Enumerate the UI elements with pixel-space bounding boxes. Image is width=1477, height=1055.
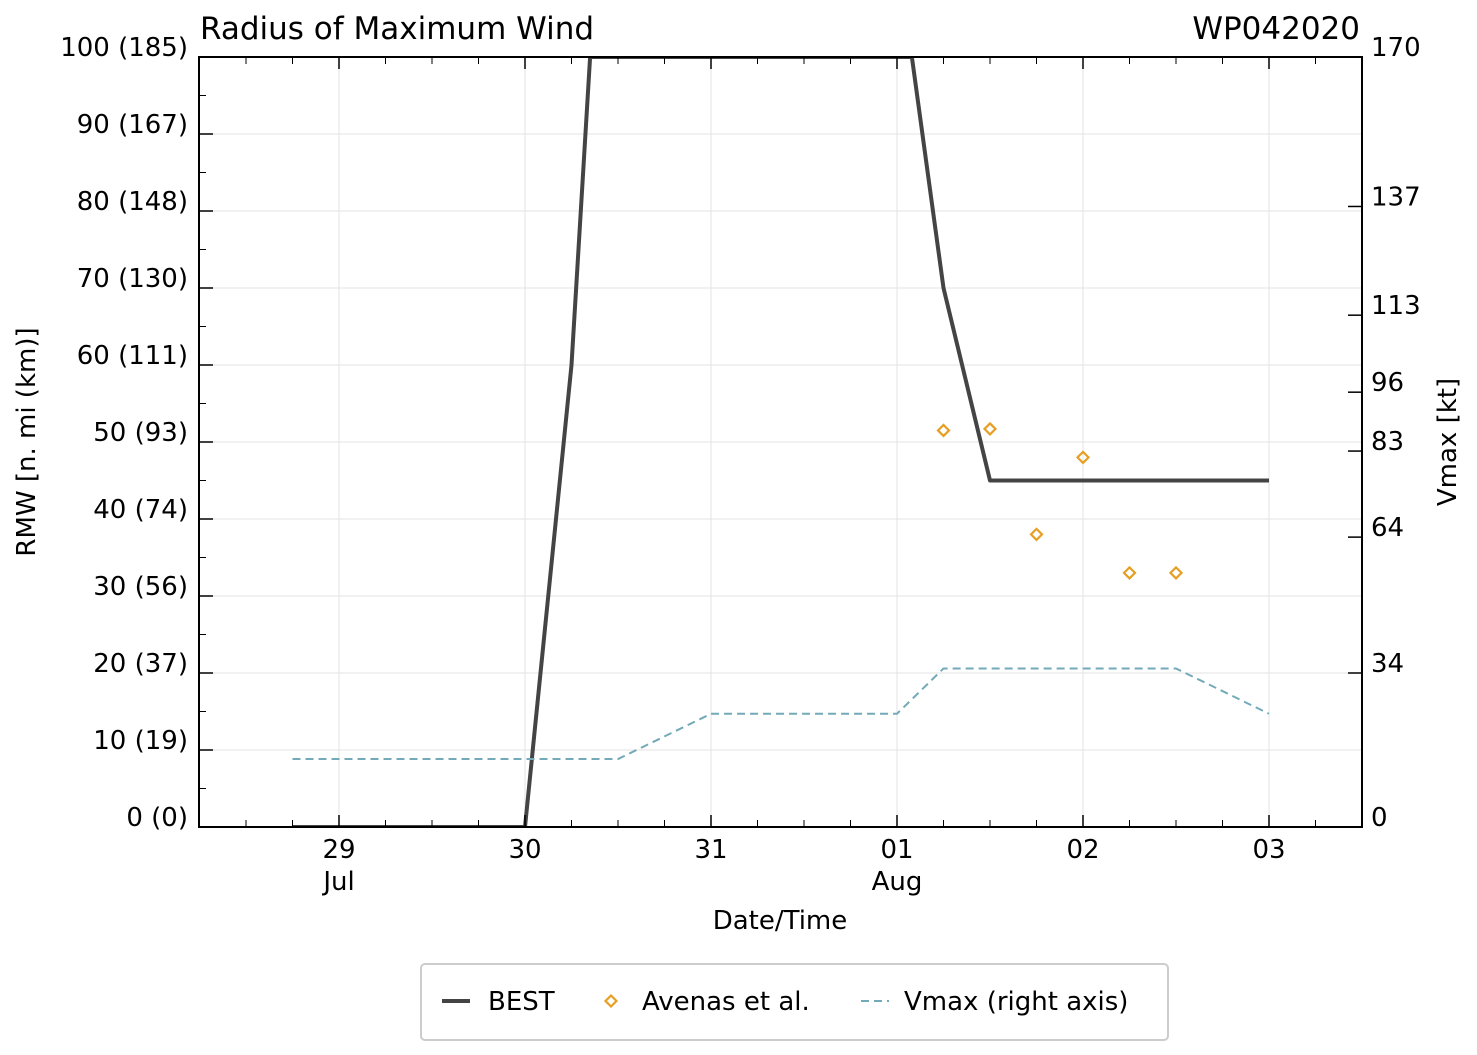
x-tick-label: 02	[1066, 835, 1099, 865]
legend-label-vmax-right-axis: Vmax (right axis)	[904, 987, 1128, 1017]
y-axis-label: RMW [n. mi (km)]	[12, 327, 42, 556]
x-tick-label: 29	[322, 835, 355, 865]
avenas-et-al-point	[1031, 529, 1042, 540]
x-axis-label: Date/Time	[713, 906, 848, 936]
storm-id: WP042020	[1192, 11, 1360, 47]
y2-axis-label: Vmax [kt]	[1433, 378, 1463, 506]
y2-tick-label: 83	[1371, 427, 1404, 457]
legend-label-avenas-et-al: Avenas et al.	[642, 987, 810, 1017]
avenas-et-al-point	[1124, 567, 1135, 578]
avenas-et-al-point	[1171, 567, 1182, 578]
y-tick-label: 70 (130)	[77, 264, 188, 294]
y-tick-label: 40 (74)	[93, 495, 188, 525]
y2-tick-label: 0	[1371, 803, 1388, 833]
y2-tick-label: 137	[1371, 182, 1421, 212]
y-tick-label: 20 (37)	[93, 649, 188, 679]
y-tick-label: 10 (19)	[93, 726, 188, 756]
y2-tick-label: 170	[1371, 33, 1421, 63]
x-tick-label: 01	[880, 835, 913, 865]
y-tick-label: 90 (167)	[77, 110, 188, 140]
y-tick-label: 60 (111)	[77, 341, 188, 371]
x-tick-label: 31	[694, 835, 727, 865]
y-tick-label: 30 (56)	[93, 572, 188, 602]
y-tick-label: 80 (148)	[77, 187, 188, 217]
legend: BEST Avenas et al. Vmax (right axis)	[421, 964, 1168, 1040]
y-tick-label: 0 (0)	[126, 803, 188, 833]
x-tick-label: 30	[508, 835, 541, 865]
x-tick-label: 03	[1252, 835, 1285, 865]
y-tick-label: 50 (93)	[93, 418, 188, 448]
y-tick-label: 100 (185)	[60, 33, 188, 63]
vmax-right-axis-line	[293, 668, 1270, 759]
x-tick-sublabel: Aug	[872, 867, 923, 897]
y2-tick-label: 64	[1371, 513, 1404, 543]
avenas-et-al-point	[985, 423, 996, 434]
chart-title: Radius of Maximum Wind	[200, 11, 594, 47]
y2-tick-label: 34	[1371, 649, 1404, 679]
x-tick-sublabel: Jul	[321, 867, 354, 897]
y2-tick-label: 96	[1371, 368, 1404, 398]
legend-label-best: BEST	[488, 987, 555, 1017]
legend-items: BEST Avenas et al. Vmax (right axis)	[442, 987, 1128, 1017]
y2-tick-label: 113	[1371, 291, 1421, 321]
avenas-et-al-point	[938, 425, 949, 436]
grid	[199, 57, 1362, 827]
